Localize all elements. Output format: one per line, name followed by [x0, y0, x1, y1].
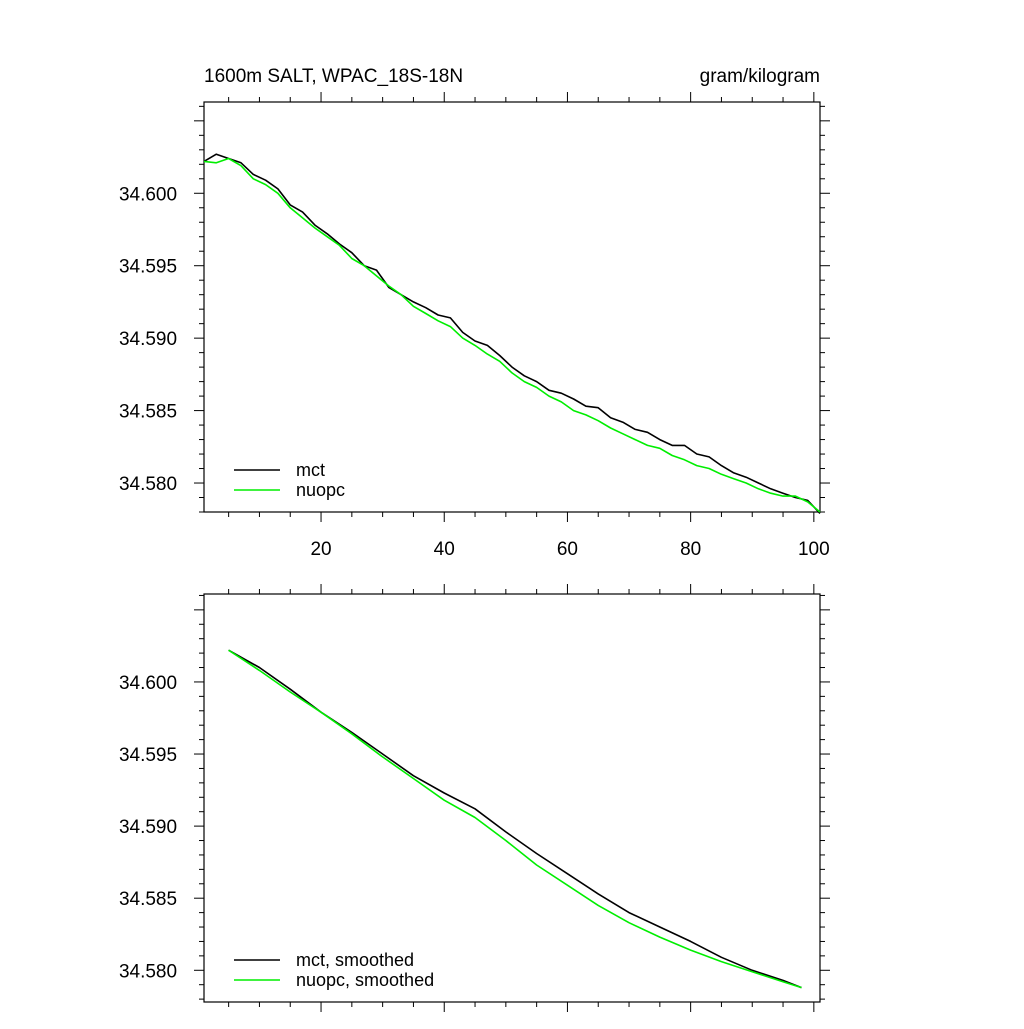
bottom-y-tick-label: 34.590 [119, 817, 177, 838]
bottom-y-tick-label: 34.580 [119, 961, 177, 982]
bottom-plot-frame [203, 593, 821, 1003]
chart-units: gram/kilogram [700, 66, 820, 87]
top-series-line-nuopc [203, 157, 821, 513]
top-x-tick-label: 20 [310, 539, 331, 560]
chart-title: 1600m SALT, WPAC_18S-18N [204, 66, 463, 87]
top-panel: 1600m SALT, WPAC_18S-18N gram/kilogram 2… [119, 66, 830, 560]
top-x-tick-label: 100 [798, 539, 830, 560]
top-y-tick-label: 34.595 [119, 257, 177, 278]
top-y-tick-label: 34.585 [119, 402, 177, 423]
bottom-legend-label: nuopc, smoothed [296, 970, 434, 990]
top-x-tick-label: 40 [434, 539, 455, 560]
top-legend-label: mct [296, 460, 325, 480]
top-x-tick-label: 60 [557, 539, 578, 560]
top-series-line-mct [203, 153, 821, 514]
top-y-tick-label: 34.600 [119, 184, 177, 205]
bottom-legend-label: mct, smoothed [296, 950, 414, 970]
bottom-y-tick-label: 34.600 [119, 673, 177, 694]
top-y-tick-label: 34.590 [119, 329, 177, 350]
top-legend-label: nuopc [296, 480, 345, 500]
bottom-series-line-mct [228, 649, 802, 989]
bottom-series-line-nuopc [228, 649, 802, 989]
top-plot-frame [203, 101, 821, 513]
bottom-panel: 34.580 34.585 34.590 34.595 34.600 mct, smoot… [119, 584, 830, 1012]
bottom-y-tick-label: 34.595 [119, 745, 177, 766]
top-x-tick-label: 80 [680, 539, 701, 560]
top-y-tick-label: 34.580 [119, 474, 177, 495]
bottom-y-tick-label: 34.585 [119, 889, 177, 910]
